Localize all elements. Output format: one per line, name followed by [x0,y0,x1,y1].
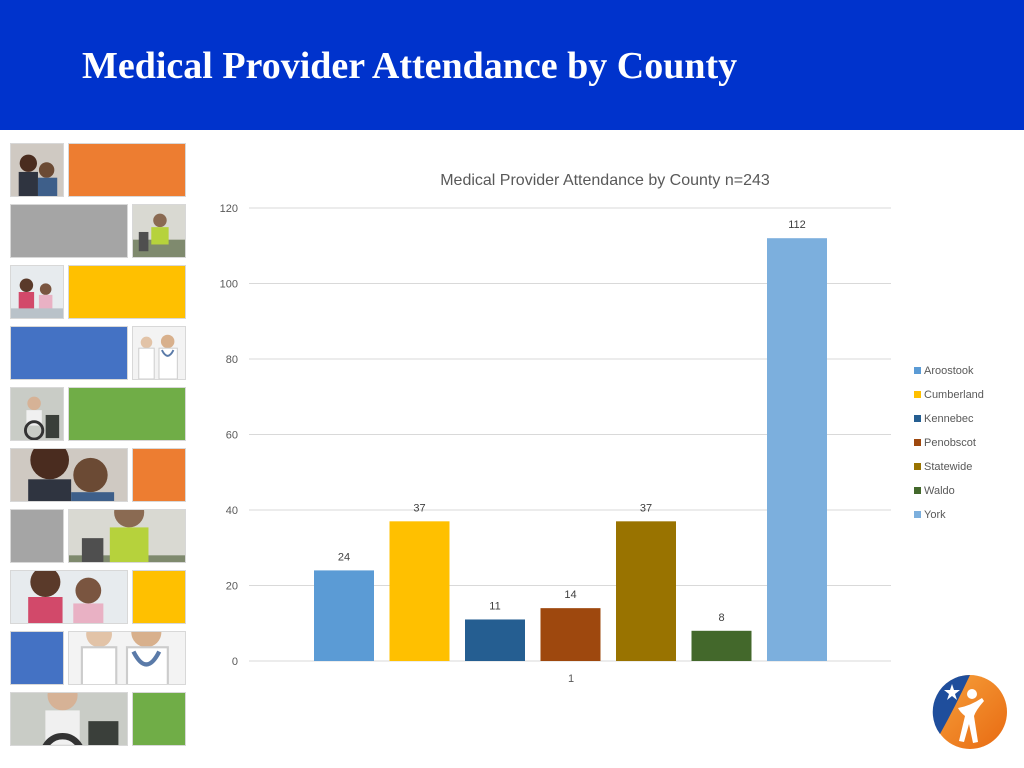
bar-waldo [691,630,752,661]
bar-penobscot [540,608,601,661]
color-tile [10,631,64,685]
legend-label: Kennebec [924,413,974,425]
color-tile [68,265,186,319]
color-tile [132,448,186,502]
family-photo-icon [10,143,64,197]
chart-title: Medical Provider Attendance by County n=… [440,172,770,189]
color-tile [132,570,186,624]
data-label: 14 [564,589,576,601]
y-tick-label: 100 [220,279,238,291]
color-tile [10,204,128,258]
color-tile [10,326,128,380]
bar-statewide [616,521,676,661]
bar-kennebec [465,619,525,661]
legend-label: Penobscot [924,437,976,449]
legend-swatch [914,511,921,518]
title-banner [0,0,1024,130]
legend-swatch [914,367,921,374]
legend-label: Statewide [924,461,972,473]
color-tile [68,143,186,197]
bar-aroostook [314,570,374,661]
worker-photo-icon [68,509,186,563]
data-label: 37 [640,502,652,514]
bar-cumberland [389,521,450,661]
data-label: 8 [718,612,724,624]
legend-swatch [914,487,921,494]
legend-swatch [914,391,921,398]
slide-title: Medical Provider Attendance by County [82,45,738,87]
children-photo-icon [10,570,128,624]
wheelchair-photo-icon [10,387,64,441]
legend-swatch [914,463,921,470]
wheelchair-photo-icon [10,692,128,746]
legend-swatch [914,415,921,422]
y-tick-label: 0 [232,656,238,668]
y-tick-label: 80 [226,354,238,366]
color-tile [132,692,186,746]
organization-logo-icon [932,674,1007,749]
legend-label: York [924,509,946,521]
image-mosaic [10,143,188,753]
y-tick-label: 120 [220,203,238,215]
data-label: 112 [788,219,806,231]
data-label: 24 [338,551,350,563]
worker-photo-icon [132,204,186,258]
attendance-bar-chart: Medical Provider Attendance by County n=… [220,172,984,685]
data-label: 37 [413,502,425,514]
legend-swatch [914,439,921,446]
data-label: 11 [489,600,500,612]
y-tick-label: 40 [226,505,238,517]
color-tile [10,509,64,563]
y-tick-label: 20 [226,581,238,593]
family-photo-icon [10,448,128,502]
legend-label: Cumberland [924,389,984,401]
x-tick-label: 1 [568,673,574,685]
y-tick-label: 60 [226,430,238,442]
legend-label: Waldo [924,485,955,497]
color-tile [68,387,186,441]
bar-york [767,238,827,661]
children-photo-icon [10,265,64,319]
doctors-photo-icon [68,631,186,685]
doctors-photo-icon [132,326,186,380]
legend-label: Aroostook [924,365,974,377]
